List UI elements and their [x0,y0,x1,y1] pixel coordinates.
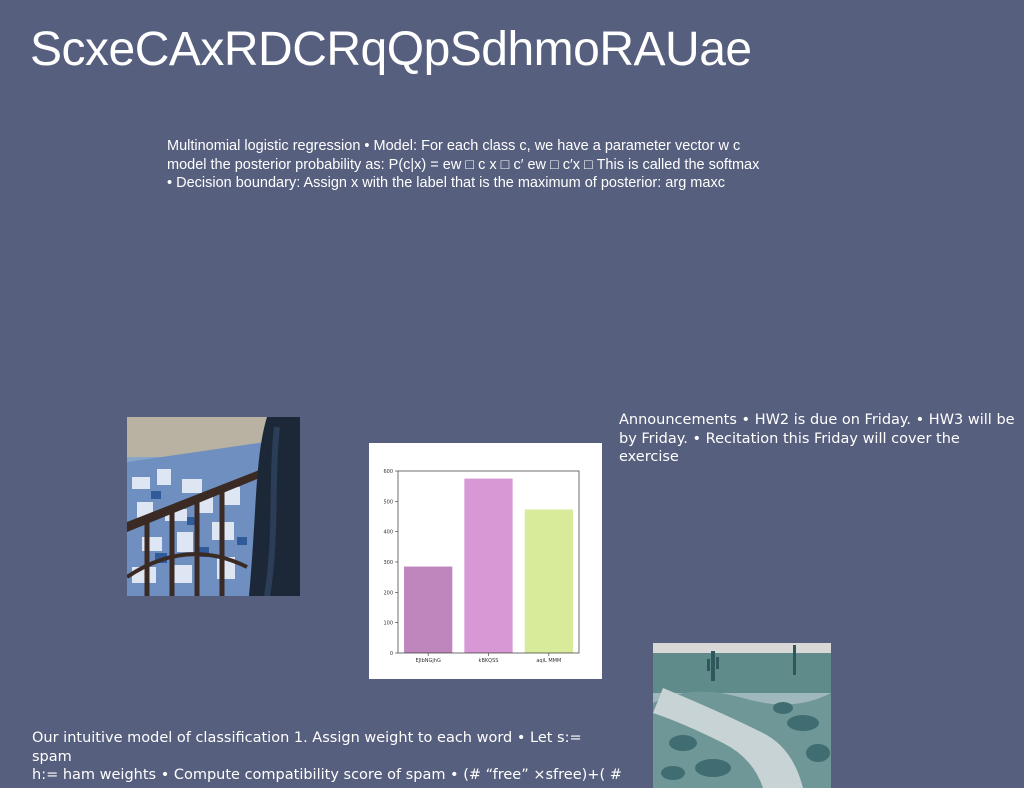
y-tick-label: 0 [390,651,393,657]
y-tick-label: 300 [383,560,393,566]
softmax-paragraph: Multinomial logistic regression • Model:… [167,137,832,193]
y-tick-label: 600 [383,469,393,475]
x-tick-label: EJIbNGjhG [415,658,440,664]
announcements-line-1: Announcements • HW2 is due on Friday. • … [619,411,1019,430]
desert-path-photo [653,643,831,788]
x-tick-label: aqiL MMM [536,658,561,664]
announcements-paragraph: Announcements • HW2 is due on Friday. • … [619,411,1019,467]
bar [404,567,452,653]
intuitive-model-paragraph: Our intuitive model of classification 1.… [32,729,622,785]
bar [464,479,512,653]
bar-chart-svg: 0 100 200 300 400 500 600 EJIbNGjhG kBKQSS aqiL M… [369,443,602,679]
bar [525,510,573,653]
y-tick-label: 500 [383,499,393,505]
city-balcony-photo [127,417,300,596]
softmax-line-2: model the posterior probability as: P(c|… [167,156,832,175]
y-tick-label: 200 [383,590,393,596]
softmax-line-1: Multinomial logistic regression • Model:… [167,137,832,156]
slide-title: ScxeCAxRDCRqQpSdhmoRAUae [30,20,752,80]
announcements-line-2: by Friday. • Recitation this Friday will… [619,430,1019,467]
softmax-line-3: • Decision boundary: Assign x with the l… [167,174,832,193]
intuitive-model-line-2: h:= ham weights • Compute compatibility … [32,766,622,785]
y-tick-label: 100 [383,621,393,627]
y-tick-label: 400 [383,530,393,536]
x-tick-label: kBKQSS [479,658,499,664]
intuitive-model-line-1: Our intuitive model of classification 1.… [32,729,622,766]
bar-chart: 0 100 200 300 400 500 600 EJIbNGjhG kBKQSS aqiL M… [369,443,602,679]
